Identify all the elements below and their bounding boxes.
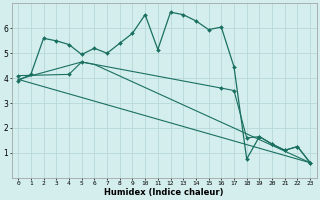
X-axis label: Humidex (Indice chaleur): Humidex (Indice chaleur) [104,188,224,197]
